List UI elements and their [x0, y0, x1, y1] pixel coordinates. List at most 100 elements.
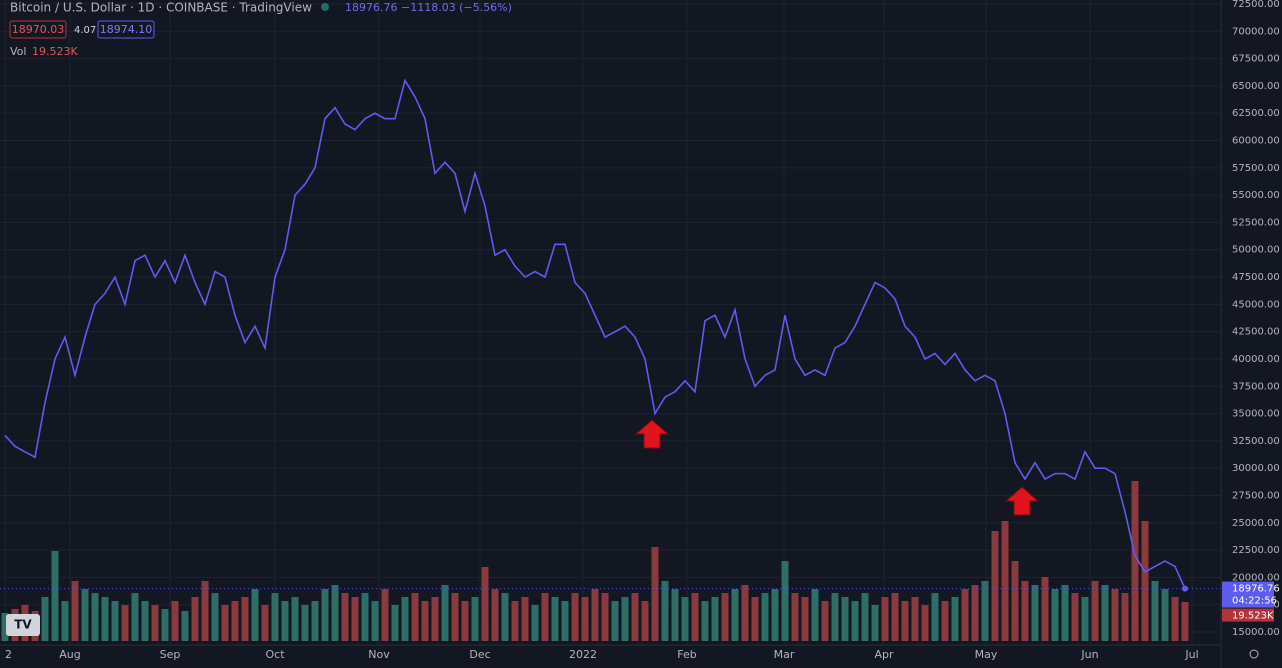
ask-box[interactable]: [97, 20, 155, 39]
volume-bar: [161, 609, 169, 641]
volume-bar: [251, 589, 259, 641]
y-tick-label: 47500.00: [1232, 272, 1280, 283]
volume-bar: [141, 601, 149, 641]
volume-bar: [641, 601, 649, 641]
y-tick-label: 65000.00: [1232, 81, 1280, 92]
arrow: [634, 419, 670, 449]
volume-bar: [711, 597, 719, 641]
volume-bar: [901, 601, 909, 641]
volume-bar: [931, 593, 939, 641]
volume-bar: [1011, 561, 1019, 641]
volume-bar: [1061, 585, 1069, 641]
volume-bar: [81, 589, 89, 641]
volume-bar: [941, 601, 949, 641]
x-tick-label: Feb: [677, 648, 696, 661]
volume-bar: [851, 601, 859, 641]
volume-bar: [451, 593, 459, 641]
volume-bar: [191, 597, 199, 641]
x-tick-label: 2: [5, 648, 12, 661]
volume-bar: [381, 589, 389, 641]
volume-bar: [731, 589, 739, 641]
volume-bar: [231, 601, 239, 641]
volume-bar: [1171, 597, 1179, 641]
volume-bar: [751, 597, 759, 641]
volume-bar: [911, 597, 919, 641]
volume-bar: [1021, 581, 1029, 641]
volume-bar: [831, 593, 839, 641]
x-tick-label: Sep: [160, 648, 181, 661]
y-tick-label: 25000.00: [1232, 518, 1280, 529]
volume-bar: [571, 593, 579, 641]
countdown: 04:22:56: [1232, 596, 1277, 607]
volume-bar: [951, 597, 959, 641]
volume-bar: [741, 585, 749, 641]
volume-bar: [1071, 593, 1079, 641]
volume-bar: [91, 593, 99, 641]
y-tick-label: 45000.00: [1232, 299, 1280, 310]
plot: [0, 78, 1221, 592]
volume-bar: [291, 597, 299, 641]
volume-bar: [101, 597, 109, 641]
volume-bar: [1081, 597, 1089, 641]
y-tick-label: 57500.00: [1232, 163, 1280, 174]
volume-bar: [1161, 589, 1169, 641]
x-tick-label: Aug: [59, 648, 80, 661]
volume-bar: [1111, 589, 1119, 641]
symbol: Bitcoin / U.S. Dollar · 1D · COINBASE · …: [10, 1, 312, 15]
y-tick-label: 67500.00: [1232, 54, 1280, 65]
volume-bar: [1031, 585, 1039, 641]
volume-bar: [581, 597, 589, 641]
volume-bar: [661, 581, 669, 641]
y-tick-label: 32500.00: [1232, 436, 1280, 447]
bid-box[interactable]: [9, 20, 67, 39]
volume-bar: [601, 593, 609, 641]
price-line: [4, 78, 1186, 589]
volume-bar: [351, 597, 359, 641]
volume-bar: [371, 601, 379, 641]
y-tick-label: 42500.00: [1232, 327, 1280, 338]
volume-bar: [611, 601, 619, 641]
volume-bar: [1131, 481, 1139, 641]
volume-bar: [871, 605, 879, 641]
settings-icon[interactable]: [1249, 649, 1259, 659]
volume-bar: [131, 593, 139, 641]
volume-bar: [841, 597, 849, 641]
volume-bar: [511, 601, 519, 641]
volume-bar: [61, 601, 69, 641]
x-tick-label: Dec: [469, 648, 490, 661]
volume-bar: [421, 601, 429, 641]
volume-bar: [921, 605, 929, 641]
volume-bar: [981, 581, 989, 641]
volume-bar: [531, 605, 539, 641]
volume-bar: [71, 581, 79, 641]
volume-bar: [1101, 585, 1109, 641]
volume-bar: [671, 589, 679, 641]
volume-bar: [881, 597, 889, 641]
volume-bar: [331, 585, 339, 641]
y-tick-label: 20000.00: [1232, 572, 1280, 583]
volume-bar: [361, 593, 369, 641]
volume-bar: [201, 581, 209, 641]
volume-bar: [651, 547, 659, 641]
volume-bar: [961, 589, 969, 641]
grid: [0, 0, 1221, 645]
volume-bar: [341, 593, 349, 641]
volume-bar: [1141, 521, 1149, 641]
volume-bar: [781, 561, 789, 641]
price-tag-label: 18976.76: [1232, 584, 1280, 595]
volume-bar: [241, 597, 249, 641]
x-tick-label: 2022: [569, 648, 597, 661]
logo[interactable]: [6, 614, 40, 636]
volume-bar: [591, 589, 599, 641]
volume-bar: [1041, 577, 1049, 641]
y-tick-label: 27500.00: [1232, 490, 1280, 501]
y-tick-label: 40000.00: [1232, 354, 1280, 365]
y-tick-label: 37500.00: [1232, 381, 1280, 392]
volume-bar: [1091, 581, 1099, 641]
bid: 18970.03: [12, 23, 65, 36]
volume-bar: [631, 593, 639, 641]
volume-bar: [681, 597, 689, 641]
x-tick-label: Apr: [874, 648, 894, 661]
volume-bar: [701, 601, 709, 641]
